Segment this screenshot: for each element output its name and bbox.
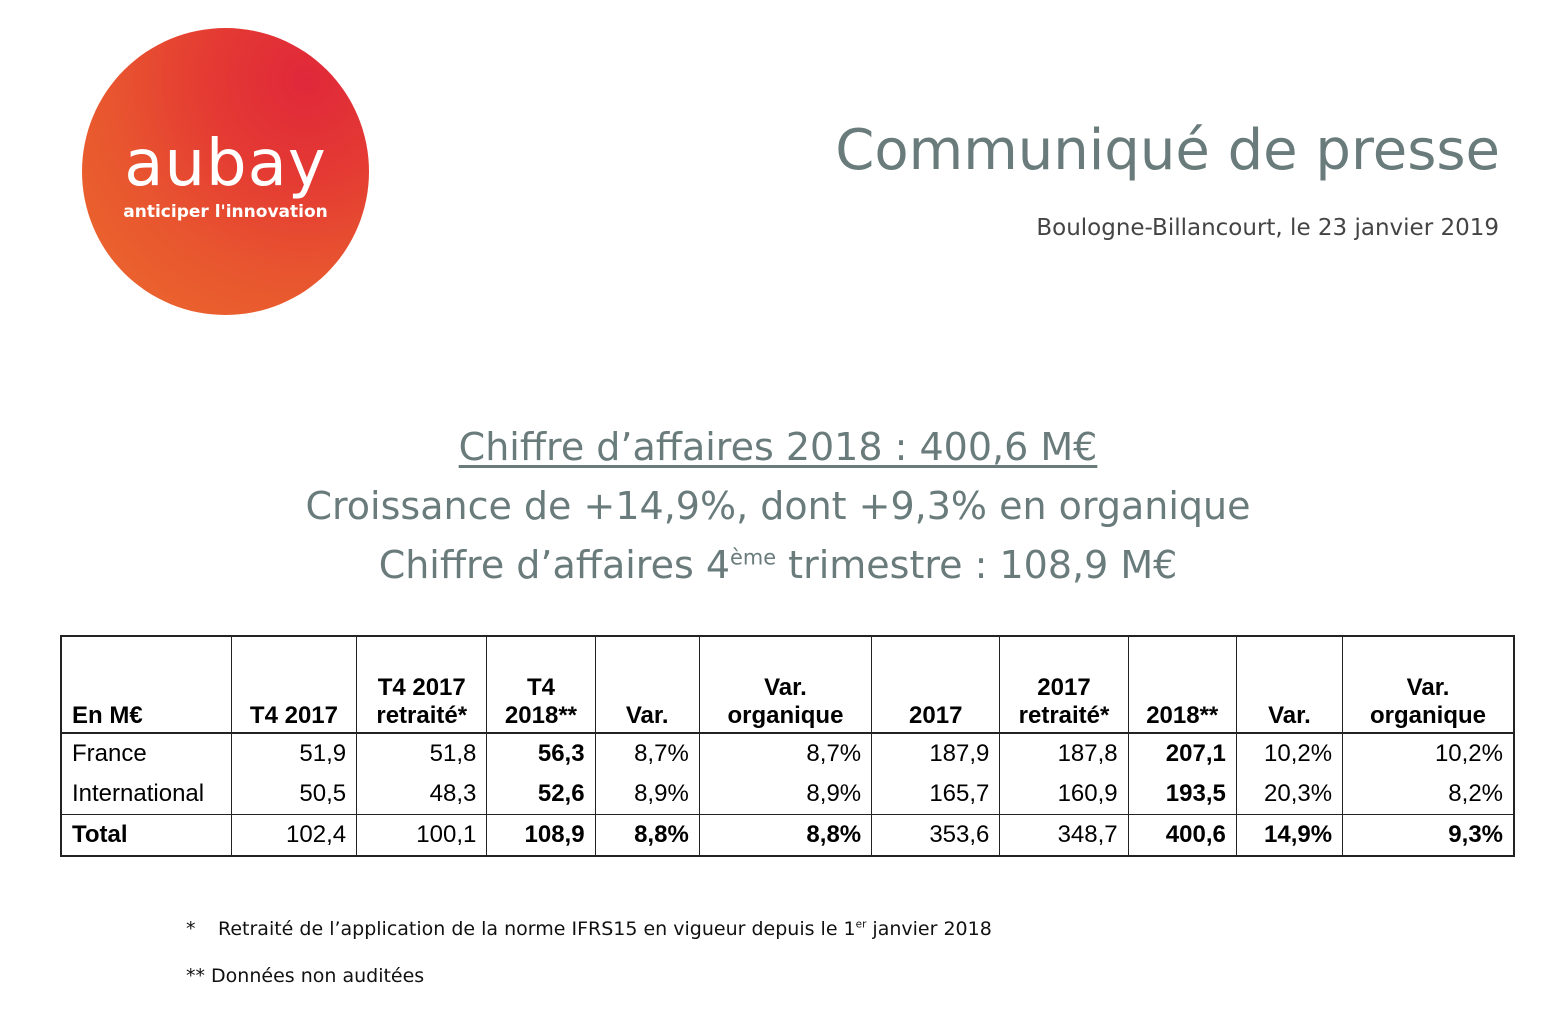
table-cell: 187,9 — [871, 733, 1001, 774]
table-header-row: En M€ T4 2017 T4 2017 retraité* T4 2018** … — [60, 636, 1515, 734]
table-row: International 50,5 48,3 52,6 8,9% 8,9% 1… — [60, 774, 1515, 815]
table-cell: 8,8% — [698, 814, 873, 856]
aubay-logo: aubay anticiper l'innovation — [82, 28, 369, 315]
footnote-sup: er — [855, 918, 867, 931]
table-cell: 8,7% — [594, 733, 700, 774]
row-label: France — [60, 733, 232, 774]
table-cell: 8,8% — [594, 814, 700, 856]
header-cell: T4 2017 — [230, 636, 358, 734]
table-cell: 160,9 — [999, 774, 1129, 815]
headline-q4: Chiffre d’affaires 4ème trimestre : 108,… — [0, 543, 1556, 587]
logo-wordmark: aubay — [124, 127, 327, 201]
table-cell: 353,6 — [871, 814, 1001, 856]
table-cell: 9,3% — [1342, 814, 1515, 856]
table-cell: 102,4 — [230, 814, 358, 856]
table-cell: 207,1 — [1127, 733, 1237, 774]
headline-revenue-text: Chiffre d’affaires 2018 : 400,6 M€ — [458, 425, 1098, 469]
header-cell: T4 2018** — [486, 636, 596, 734]
table-cell: 100,1 — [356, 814, 488, 856]
table-row: France 51,9 51,8 56,3 8,7% 8,7% 187,9 18… — [60, 733, 1515, 774]
table-cell: 51,9 — [230, 733, 358, 774]
place-date: Boulogne-Billancourt, le 23 janvier 2019 — [1036, 215, 1499, 241]
table-cell: 348,7 — [999, 814, 1129, 856]
footnote-text-end: janvier 2018 — [866, 918, 992, 940]
header-cell: 2017 — [871, 636, 1001, 734]
table-cell: 14,9% — [1235, 814, 1344, 856]
headline-q4-sup: ème — [730, 545, 777, 570]
table-cell: 20,3% — [1235, 774, 1344, 815]
table-cell: 8,7% — [698, 733, 873, 774]
table-cell: 165,7 — [871, 774, 1001, 815]
header-cell: Var. organique — [698, 636, 873, 734]
table-cell: 108,9 — [486, 814, 596, 856]
header-cell: En M€ — [60, 636, 232, 734]
header-cell: T4 2017 retraité* — [356, 636, 488, 734]
table-cell: 187,8 — [999, 733, 1129, 774]
headline-revenue: Chiffre d’affaires 2018 : 400,6 M€ — [0, 425, 1556, 469]
table-cell: 8,9% — [698, 774, 873, 815]
headline-q4-after: trimestre : 108,9 M€ — [776, 543, 1178, 587]
table-row-total: Total 102,4 100,1 108,9 8,8% 8,8% 353,6 … — [60, 814, 1515, 856]
table-cell: 8,2% — [1342, 774, 1515, 815]
table-cell: 8,9% — [594, 774, 700, 815]
table-cell: 400,6 — [1127, 814, 1237, 856]
table-cell: 193,5 — [1127, 774, 1237, 815]
header-cell: Var. organique — [1342, 636, 1515, 734]
table-cell: 56,3 — [486, 733, 596, 774]
header-cell: 2017 retraité* — [999, 636, 1129, 734]
footnote-mark: * — [186, 918, 196, 940]
table-cell: 10,2% — [1235, 733, 1344, 774]
revenue-table: En M€ T4 2017 T4 2017 retraité* T4 2018** … — [60, 635, 1515, 857]
header-cell: Var. — [1235, 636, 1344, 734]
footnote-unaudited: ** Données non auditées — [186, 965, 425, 987]
document-title: Communiqué de presse — [835, 118, 1500, 183]
footnote-text: Retraité de l’application de la norme IF… — [218, 918, 856, 940]
headline-q4-before: Chiffre d’affaires 4 — [378, 543, 731, 587]
table-cell: 51,8 — [356, 733, 488, 774]
table-cell: 10,2% — [1342, 733, 1515, 774]
table-cell: 52,6 — [486, 774, 596, 815]
row-label: Total — [60, 814, 232, 856]
header-cell: 2018** — [1127, 636, 1237, 734]
footnote-ifrs15: * Retraité de l’application de la norme I… — [186, 918, 992, 940]
table-cell: 48,3 — [356, 774, 488, 815]
header-cell: Var. — [594, 636, 700, 734]
headline-growth: Croissance de +14,9%, dont +9,3% en orga… — [305, 484, 1251, 528]
row-label: International — [60, 774, 232, 815]
table-cell: 50,5 — [230, 774, 358, 815]
logo-tagline: anticiper l'innovation — [123, 202, 328, 222]
